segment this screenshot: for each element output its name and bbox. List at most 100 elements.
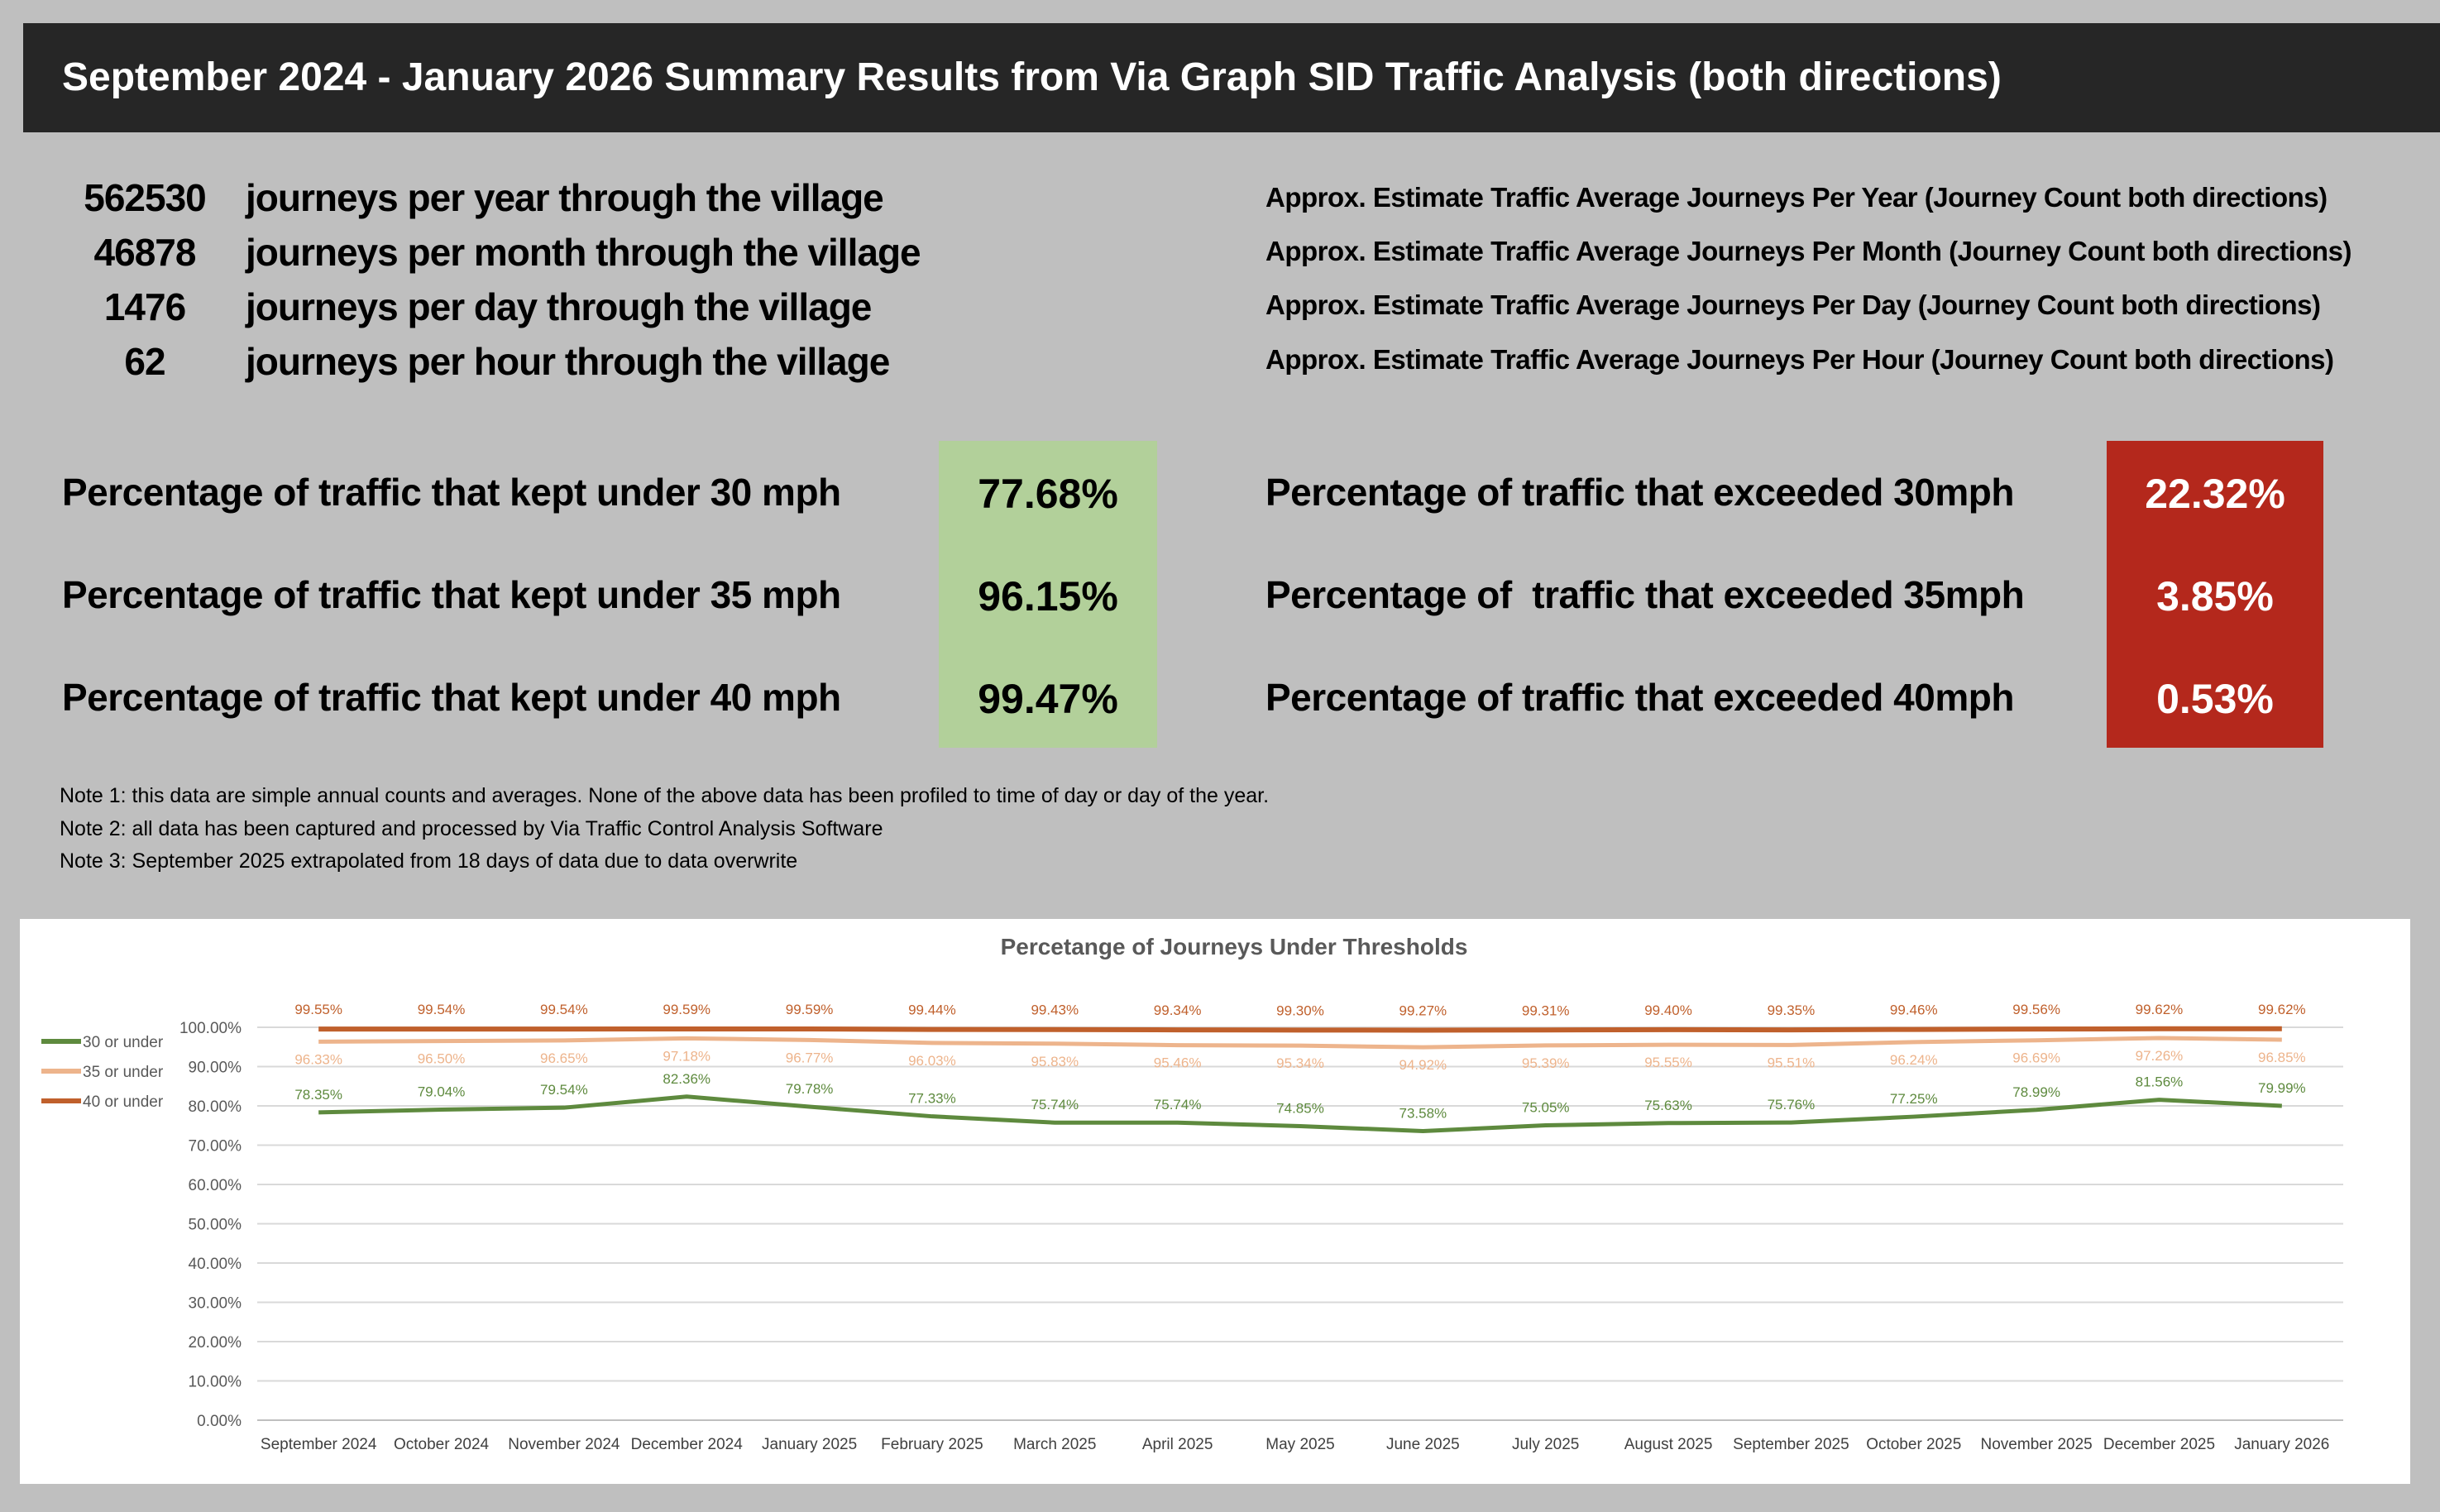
x-tick-label: May 2025	[1265, 1436, 1334, 1453]
x-tick-label: July 2025	[1512, 1436, 1579, 1453]
data-label: 99.55%	[294, 1002, 342, 1017]
x-tick-label: June 2025	[1386, 1436, 1460, 1453]
y-tick-label: 100.00%	[179, 1020, 242, 1037]
data-label: 81.56%	[2136, 1074, 2184, 1090]
exceeded-35-value: 3.85%	[2156, 573, 2274, 620]
data-label: 97.26%	[2136, 1048, 2184, 1064]
under-35-value: 96.15%	[978, 573, 1118, 620]
stat-note-day: Approx. Estimate Traffic Average Journey…	[1265, 289, 2321, 320]
data-label: 73.58%	[1399, 1105, 1447, 1121]
data-label: 95.55%	[1644, 1055, 1692, 1070]
data-label: 96.33%	[294, 1051, 342, 1067]
data-label: 99.27%	[1399, 1002, 1447, 1018]
legend-label: 30 or under	[83, 1034, 164, 1051]
under-40-label: Percentage of traffic that kept under 40…	[62, 676, 841, 719]
stat-value-hour: 62	[124, 340, 165, 383]
legend-label: 40 or under	[83, 1093, 164, 1111]
data-label: 99.44%	[908, 1002, 956, 1018]
stat-label-year: journeys per year through the village	[246, 176, 884, 219]
data-label: 99.40%	[1644, 1002, 1692, 1018]
data-label: 82.36%	[663, 1071, 710, 1087]
y-tick-label: 10.00%	[189, 1374, 242, 1391]
data-label: 96.50%	[418, 1051, 466, 1067]
data-label: 99.31%	[1522, 1002, 1570, 1018]
exceeded-values-box	[2107, 441, 2323, 748]
data-label: 95.83%	[1031, 1054, 1079, 1069]
y-tick-label: 0.00%	[197, 1413, 242, 1430]
data-label: 99.35%	[1768, 1002, 1816, 1018]
x-tick-label: December 2024	[631, 1436, 744, 1453]
note-1: Note 1: this data are simple annual coun…	[60, 784, 1270, 807]
x-tick-label: September 2024	[261, 1436, 377, 1453]
page-title: September 2024 - January 2026 Summary Re…	[62, 55, 2002, 99]
y-tick-label: 30.00%	[189, 1295, 242, 1313]
x-tick-label: October 2025	[1866, 1436, 1961, 1453]
exceeded-30-label: Percentage of traffic that exceeded 30mp…	[1265, 471, 2014, 514]
legend-label: 35 or under	[83, 1064, 164, 1081]
exceeded-30-value: 22.32%	[2145, 471, 2285, 517]
data-label: 77.25%	[1890, 1091, 1938, 1107]
data-label: 99.56%	[2012, 1002, 2060, 1017]
stat-value-day: 1476	[103, 285, 186, 328]
under-40-value: 99.47%	[978, 676, 1118, 722]
exceeded-40-value: 0.53%	[2156, 676, 2274, 722]
stat-label-hour: journeys per hour through the village	[246, 340, 890, 383]
y-tick-label: 20.00%	[189, 1334, 242, 1352]
data-label: 96.65%	[540, 1050, 588, 1066]
data-label: 96.03%	[908, 1053, 956, 1069]
stat-value-month: 46878	[93, 231, 197, 274]
data-label: 99.30%	[1276, 1002, 1324, 1018]
data-label: 75.63%	[1644, 1098, 1692, 1113]
data-label: 96.77%	[786, 1050, 834, 1065]
stat-label-day: journeys per day through the village	[246, 285, 872, 328]
stat-note-hour: Approx. Estimate Traffic Average Journey…	[1265, 344, 2334, 375]
data-label: 99.34%	[1154, 1002, 1202, 1018]
under-30-value: 77.68%	[978, 471, 1118, 517]
series-line-35-or-under	[318, 1036, 2282, 1050]
x-tick-label: April 2025	[1142, 1436, 1213, 1453]
data-label: 75.74%	[1031, 1097, 1079, 1112]
data-label: 78.99%	[2012, 1084, 2060, 1100]
data-label: 99.62%	[2136, 1002, 2184, 1017]
y-tick-label: 50.00%	[189, 1217, 242, 1234]
data-label: 97.18%	[663, 1048, 710, 1064]
y-tick-label: 60.00%	[189, 1177, 242, 1194]
x-tick-label: August 2025	[1624, 1436, 1713, 1453]
x-tick-label: October 2024	[394, 1436, 490, 1453]
data-label: 99.43%	[1031, 1002, 1079, 1018]
under-values-box	[939, 441, 1157, 748]
data-label: 75.05%	[1522, 1100, 1570, 1116]
note-2: Note 2: all data has been captured and p…	[60, 817, 883, 840]
data-label: 99.59%	[786, 1002, 834, 1017]
stat-label-month: journeys per month through the village	[246, 231, 921, 274]
data-label: 78.35%	[294, 1087, 342, 1103]
data-label: 99.59%	[663, 1002, 710, 1017]
data-label: 75.76%	[1768, 1097, 1816, 1112]
y-tick-label: 80.00%	[189, 1098, 242, 1116]
data-label: 95.34%	[1276, 1055, 1324, 1071]
data-label: 99.46%	[1890, 1002, 1938, 1018]
data-label: 79.54%	[540, 1082, 588, 1098]
x-tick-label: March 2025	[1013, 1436, 1096, 1453]
title-bar	[23, 23, 2440, 132]
x-tick-label: November 2024	[508, 1436, 620, 1453]
data-label: 99.54%	[418, 1002, 466, 1017]
x-tick-label: January 2025	[762, 1436, 857, 1453]
data-label: 96.85%	[2258, 1050, 2306, 1065]
y-tick-label: 90.00%	[189, 1060, 242, 1077]
stat-value-year: 562530	[84, 176, 207, 219]
stat-note-year: Approx. Estimate Traffic Average Journey…	[1265, 182, 2328, 213]
note-3: Note 3: September 2025 extrapolated from…	[60, 849, 798, 873]
data-label: 96.69%	[2012, 1050, 2060, 1066]
data-label: 75.74%	[1154, 1097, 1202, 1112]
data-label: 74.85%	[1276, 1100, 1324, 1116]
data-label: 95.39%	[1522, 1055, 1570, 1071]
x-tick-label: January 2026	[2234, 1436, 2329, 1453]
series-line-30-or-under	[318, 1094, 2282, 1133]
data-label: 77.33%	[908, 1091, 956, 1107]
data-label: 79.99%	[2258, 1080, 2306, 1096]
data-label: 79.78%	[786, 1081, 834, 1097]
x-tick-label: December 2025	[2103, 1436, 2215, 1453]
x-tick-label: September 2025	[1733, 1436, 1849, 1453]
